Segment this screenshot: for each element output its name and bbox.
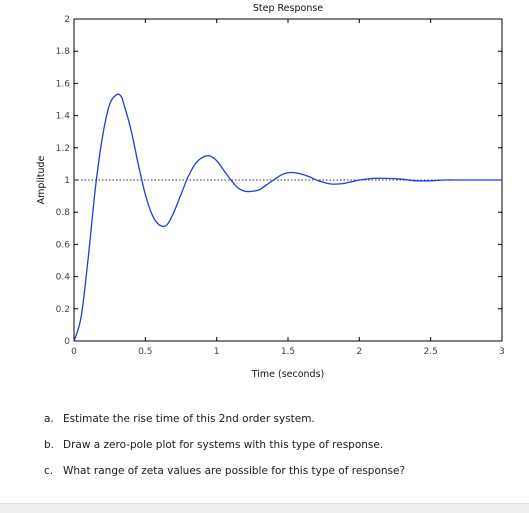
step-response-chart: Step Response 0 0.2 0.4 0.6 0.8 1 1.2 1.4 1.6 1.8… <box>36 3 505 380</box>
y-tick-label: 0.2 <box>56 305 70 315</box>
question-item: c. What range of zeta values are possibl… <box>44 464 405 490</box>
question-letter: c. <box>44 465 54 477</box>
y-tick-label: 0.4 <box>56 273 71 283</box>
x-tick-label: 1 <box>214 347 220 357</box>
x-tick-label: 3 <box>499 347 505 357</box>
y-tick-label: 1.2 <box>56 144 70 154</box>
question-text: Draw a zero-pole plot for systems with t… <box>63 439 384 451</box>
question-item: a. Estimate the rise time of this 2nd or… <box>44 412 405 438</box>
x-tick-label: 1.5 <box>281 347 295 357</box>
y-tick-label: 0 <box>64 337 70 347</box>
question-text: What range of zeta values are possible f… <box>63 465 406 477</box>
question-letter: b. <box>44 439 55 451</box>
x-tick-label: 0.5 <box>138 347 152 357</box>
question-letter: a. <box>44 413 54 425</box>
question-list: a. Estimate the rise time of this 2nd or… <box>44 412 405 490</box>
question-text: Estimate the rise time of this 2nd order… <box>63 413 315 425</box>
x-tick-label: 2 <box>356 347 362 357</box>
x-tick-label: 0 <box>71 347 77 357</box>
chart-title: Step Response <box>253 3 323 14</box>
y-tick-label: 1.6 <box>56 79 71 89</box>
y-axis-label: Amplitude <box>36 156 47 205</box>
x-axis-ticks: 0 0.5 1 1.5 2 2.5 3 <box>71 19 505 357</box>
x-axis-label: Time (seconds) <box>251 369 325 380</box>
y-tick-label: 1 <box>64 176 70 186</box>
y-tick-label: 1.4 <box>56 112 71 122</box>
y-tick-label: 0.8 <box>56 208 71 218</box>
question-item: b. Draw a zero-pole plot for systems wit… <box>44 438 405 464</box>
bottom-edge-strip <box>0 503 529 513</box>
series-line <box>73 93 502 342</box>
y-tick-label: 0.6 <box>56 240 71 250</box>
y-tick-label: 2 <box>64 15 70 25</box>
x-tick-label: 2.5 <box>424 347 438 357</box>
y-axis-ticks: 0 0.2 0.4 0.6 0.8 1 1.2 1.4 1.6 1.8 2 <box>56 15 502 347</box>
y-tick-label: 1.8 <box>56 47 71 57</box>
